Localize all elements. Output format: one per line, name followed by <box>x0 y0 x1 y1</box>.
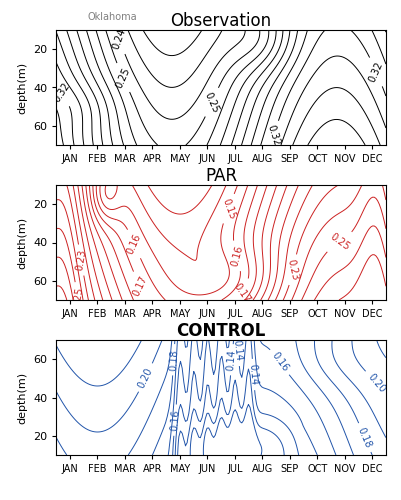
Text: 0.20: 0.20 <box>136 366 154 390</box>
Text: 0.24: 0.24 <box>111 28 128 51</box>
Text: 0.32: 0.32 <box>367 60 384 84</box>
Text: 0.17: 0.17 <box>231 281 251 304</box>
Y-axis label: depth(m): depth(m) <box>18 62 28 114</box>
Text: 0.18: 0.18 <box>355 426 373 450</box>
Text: 0.18: 0.18 <box>168 349 179 370</box>
Text: 0.16: 0.16 <box>125 232 143 256</box>
Title: PAR: PAR <box>205 167 237 185</box>
Text: 0.25: 0.25 <box>114 66 132 90</box>
Title: Observation: Observation <box>170 12 271 30</box>
Text: 0.20: 0.20 <box>365 372 386 394</box>
Text: 0.25: 0.25 <box>203 90 221 114</box>
Text: 0.16: 0.16 <box>169 409 180 431</box>
Text: 0.14: 0.14 <box>247 364 259 386</box>
Text: 0.25: 0.25 <box>327 232 350 252</box>
Text: 0.23: 0.23 <box>74 248 88 272</box>
Text: 0.32: 0.32 <box>51 81 71 104</box>
Text: 0.16: 0.16 <box>269 350 290 374</box>
Y-axis label: depth(m): depth(m) <box>18 372 28 424</box>
Text: 0.23: 0.23 <box>285 258 300 281</box>
Text: 0.15: 0.15 <box>220 197 237 220</box>
Text: 0.14: 0.14 <box>225 348 237 371</box>
Text: 0.32: 0.32 <box>265 124 281 148</box>
Title: CONTROL: CONTROL <box>176 322 265 340</box>
Text: 0.14: 0.14 <box>231 340 243 361</box>
Y-axis label: depth(m): depth(m) <box>18 216 28 268</box>
Text: 0.16: 0.16 <box>229 244 244 268</box>
Text: 0.25: 0.25 <box>71 286 84 309</box>
Text: Oklahoma: Oklahoma <box>87 12 137 22</box>
Text: 0.17: 0.17 <box>130 274 148 298</box>
